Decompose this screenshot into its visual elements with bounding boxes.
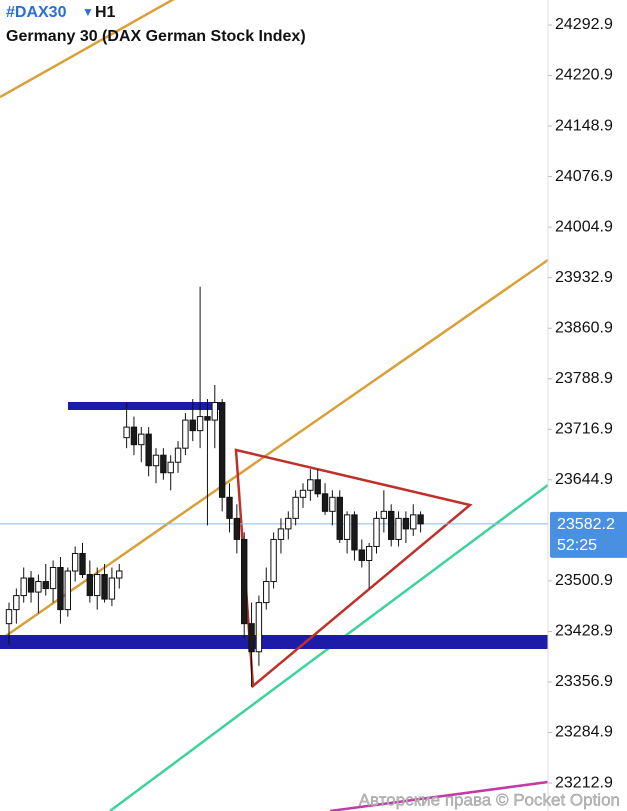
candle-body: [5, 609, 13, 625]
y-tick-label: 23284.9: [555, 724, 613, 741]
candle-body: [145, 433, 152, 467]
candle-body: [343, 514, 351, 540]
candle-body: [226, 496, 233, 519]
candle-body: [167, 461, 174, 474]
y-tick-label: 24148.9: [555, 117, 613, 134]
candle-body: [64, 570, 71, 611]
candle-body: [270, 538, 277, 583]
candle-body: [130, 426, 138, 446]
plot: [0, 286, 548, 687]
candle-body: [321, 493, 329, 512]
candle-body: [35, 581, 42, 593]
y-tick-label: 23860.9: [555, 319, 613, 336]
candle-body: [211, 402, 219, 421]
candle-body: [57, 567, 64, 611]
candle-body: [152, 454, 160, 467]
price-label: 23582.2: [557, 516, 615, 533]
candle-body: [277, 528, 285, 540]
y-tick-label: 23356.9: [555, 673, 613, 690]
y-tick-label: 24292.9: [555, 16, 613, 33]
chart-title: Germany 30 (DAX German Stock Index): [6, 28, 306, 45]
y-tick-label: 23644.9: [555, 471, 613, 488]
y-tick-label: 24220.9: [555, 67, 613, 84]
candle-body: [174, 447, 182, 463]
candle-body: [218, 402, 226, 498]
candle-body: [395, 517, 402, 540]
price-axis: 24292.9 24220.9 24148.9 24076.9 24004.9 23932…: [548, 16, 627, 791]
candle-body: [365, 545, 373, 561]
candle-body: [27, 577, 35, 593]
candle-body: [285, 517, 292, 530]
candle-body: [94, 574, 101, 597]
candle-body: [314, 479, 321, 495]
candle-body: [263, 581, 270, 604]
candle-body: [329, 496, 336, 512]
y-tick-label: 23212.9: [555, 774, 613, 791]
candle-body: [255, 602, 263, 653]
candle-body: [410, 514, 417, 530]
candle-body: [108, 577, 116, 600]
candle-body: [79, 552, 86, 576]
candle-body: [417, 514, 424, 525]
candle-body: [160, 454, 167, 474]
candle-body: [388, 510, 395, 540]
candle-body: [204, 416, 211, 421]
support-zone: [0, 635, 548, 649]
candle-body: [336, 496, 343, 540]
candle-body: [233, 517, 241, 540]
candle-body: [402, 517, 410, 530]
candle-body: [248, 623, 255, 653]
price-label-box: [550, 511, 627, 558]
dropdown-arrow[interactable]: ▼: [82, 5, 94, 19]
candle-body: [42, 581, 49, 590]
y-tick-label: 23932.9: [555, 269, 613, 286]
candle-body: [351, 514, 358, 551]
candle-body: [86, 574, 94, 597]
y-tick-label: 23716.9: [555, 421, 613, 438]
candle-body: [138, 433, 145, 446]
candle-body: [189, 419, 196, 432]
watermark: Авторские права © Pocket Option: [359, 790, 620, 809]
y-tick-label: 23500.9: [555, 572, 613, 589]
candle-body: [358, 549, 366, 561]
candle-body: [116, 570, 123, 579]
candle-body: [292, 496, 299, 519]
y-tick-label: 24076.9: [555, 168, 613, 185]
candle-body: [13, 595, 20, 611]
candle-body: [299, 489, 307, 498]
candle-body: [182, 419, 189, 449]
resistance-zone: [68, 402, 220, 410]
candle-body: [241, 538, 248, 625]
y-tick-label: 23788.9: [555, 370, 613, 387]
trend-line: [329, 780, 549, 811]
candle-body: [373, 517, 380, 547]
candle-body: [71, 552, 79, 572]
y-tick-label: 23428.9: [555, 623, 613, 640]
candle-body: [123, 426, 130, 439]
candle-body: [196, 416, 204, 432]
trend-line: [0, 0, 175, 99]
timeframe[interactable]: H1: [95, 4, 116, 21]
candle-body: [380, 510, 388, 519]
candle-body: [307, 479, 314, 491]
candle-body: [20, 577, 27, 597]
symbol[interactable]: #DAX30: [6, 4, 67, 21]
y-tick-label: 24004.9: [555, 218, 613, 235]
timer: 52:25: [557, 537, 597, 554]
candle-body: [49, 567, 57, 590]
candle-body: [101, 574, 108, 600]
